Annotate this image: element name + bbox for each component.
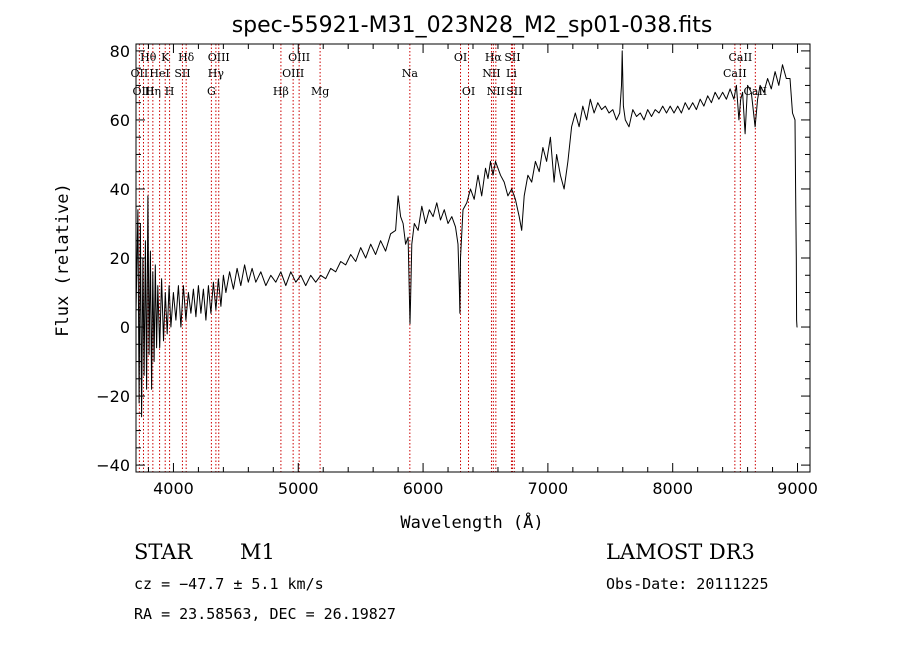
- line-label-21: NII: [487, 85, 505, 98]
- object-type: STAR: [134, 540, 193, 564]
- x-tick-label: 8000: [652, 479, 693, 498]
- emission-line-markers: [138, 44, 756, 472]
- line-label-14: OIII: [288, 51, 310, 64]
- line-label-25: CaII: [723, 67, 747, 80]
- y-tick-label: 80: [110, 42, 130, 61]
- observation-date: Obs-Date: 20111225: [606, 575, 769, 593]
- line-label-19: NII: [482, 67, 500, 80]
- y-tick-label: −20: [96, 387, 130, 406]
- y-axis-label: Flux (relative): [53, 183, 73, 337]
- line-label-5: K: [161, 51, 170, 64]
- radial-velocity: cz = −47.7 ± 5.1 km/s: [134, 575, 324, 593]
- line-label-13: OIII: [282, 67, 304, 80]
- x-tick-label: 5000: [278, 479, 319, 498]
- line-label-3: Hη: [145, 85, 161, 98]
- line-label-17: OI: [454, 51, 467, 64]
- line-label-9: G: [207, 85, 216, 98]
- line-label-24: SII: [506, 85, 522, 98]
- line-label-26: CaII: [729, 51, 753, 64]
- y-tick-label: 0: [120, 318, 130, 337]
- x-axis-label: Wavelength (Å): [400, 511, 543, 533]
- chart-title: spec-55921-M31_023N28_M2_sp01-038.fits: [232, 13, 713, 38]
- series-line-flux: [135, 50, 798, 418]
- line-label-15: Mg: [311, 85, 329, 98]
- line-label-22: SII: [504, 51, 520, 64]
- y-tick-label: −40: [96, 456, 130, 475]
- x-axis-ticks: 4000 5000 6000 7000 8000 9000: [147, 44, 818, 498]
- line-label-1: OII: [131, 67, 149, 80]
- plot-frame: [135, 43, 811, 473]
- object-subclass: M1: [240, 540, 275, 564]
- line-label-12: Hβ: [273, 85, 289, 98]
- line-label-6: H: [165, 85, 175, 98]
- coordinates: RA = 23.58563, DEC = 26.19827: [134, 605, 396, 623]
- spectrum-series: [135, 50, 798, 418]
- y-tick-label: 20: [110, 249, 130, 268]
- line-label-0: Hθ: [140, 51, 157, 64]
- y-tick-label: 60: [110, 111, 130, 130]
- line-label-16: Na: [402, 67, 419, 80]
- line-label-4: HeI: [149, 67, 169, 80]
- line-label-11: OIII: [208, 51, 230, 64]
- x-tick-label: 9000: [777, 479, 818, 498]
- line-label-2: OIII: [132, 85, 154, 98]
- y-axis-ticks: −40 −20 0 20 40 60 80: [96, 42, 810, 475]
- x-tick-label: 6000: [403, 479, 444, 498]
- x-tick-label: 4000: [153, 479, 194, 498]
- line-label-7: SII: [174, 67, 190, 80]
- line-label-8: Hδ: [178, 51, 195, 64]
- line-label-23: Li: [506, 67, 517, 80]
- line-label-10: Hγ: [208, 67, 225, 80]
- line-label-18: OI: [462, 85, 475, 98]
- x-tick-label: 7000: [528, 479, 569, 498]
- survey-name: LAMOST DR3: [606, 540, 755, 564]
- emission-line-labels: HθOIIOIIIHηHeIKHSIIHδGHγOIIIHβOIIIOIIIMg…: [131, 51, 768, 98]
- y-tick-label: 40: [110, 180, 130, 199]
- line-label-20: Hα: [485, 51, 503, 64]
